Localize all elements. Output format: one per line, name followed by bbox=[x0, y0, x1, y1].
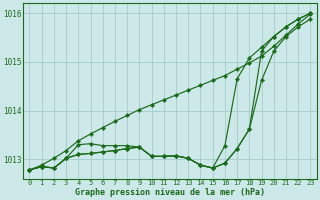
X-axis label: Graphe pression niveau de la mer (hPa): Graphe pression niveau de la mer (hPa) bbox=[75, 188, 265, 197]
